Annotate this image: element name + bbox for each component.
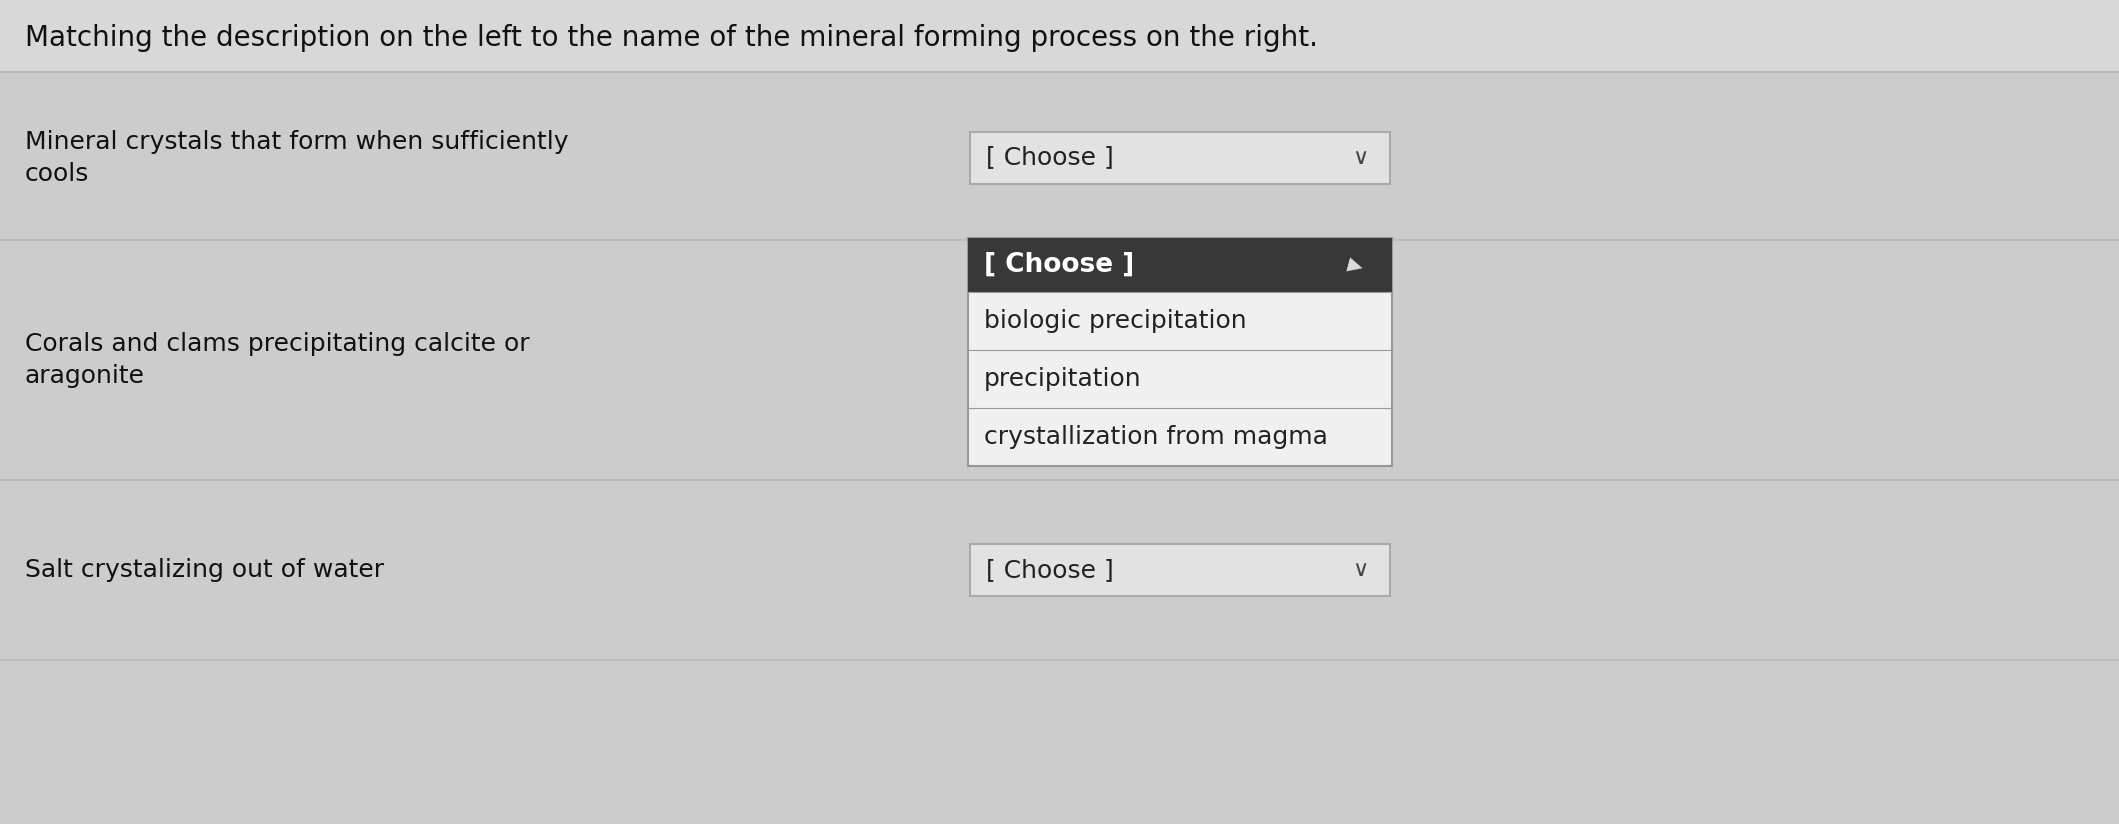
Text: ∨: ∨ — [1352, 560, 1369, 580]
Text: cools: cools — [25, 162, 89, 185]
Text: [ Choose ]: [ Choose ] — [985, 558, 1115, 582]
FancyBboxPatch shape — [968, 238, 1392, 466]
Text: crystallization from magma: crystallization from magma — [983, 425, 1329, 449]
Text: ∨: ∨ — [1352, 147, 1369, 167]
Text: [ Choose ]: [ Choose ] — [983, 252, 1134, 278]
FancyBboxPatch shape — [968, 238, 1392, 292]
Text: biologic precipitation: biologic precipitation — [983, 309, 1246, 333]
Text: aragonite: aragonite — [25, 364, 144, 388]
FancyBboxPatch shape — [971, 132, 1390, 184]
FancyBboxPatch shape — [971, 544, 1390, 596]
Text: Corals and clams precipitating calcite or: Corals and clams precipitating calcite o… — [25, 332, 530, 356]
Text: Matching the description on the left to the name of the mineral forming process : Matching the description on the left to … — [25, 24, 1318, 52]
FancyBboxPatch shape — [0, 0, 2119, 72]
Text: Mineral crystals that form when sufficiently: Mineral crystals that form when sufficie… — [25, 129, 568, 153]
Text: Salt crystalizing out of water: Salt crystalizing out of water — [25, 558, 384, 582]
Text: [ Choose ]: [ Choose ] — [985, 146, 1115, 170]
Text: ▶: ▶ — [1346, 254, 1365, 276]
Text: precipitation: precipitation — [983, 367, 1142, 391]
